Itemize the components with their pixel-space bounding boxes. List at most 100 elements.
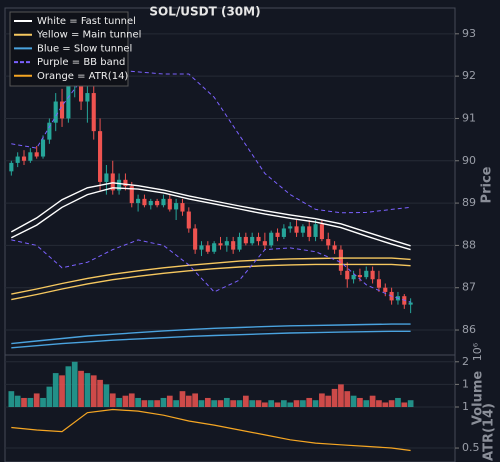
y-tick-label: 93: [462, 27, 476, 40]
volume-bar: [141, 400, 148, 407]
volume-bar: [21, 397, 27, 407]
volume-bar: [382, 402, 389, 407]
volume-bar: [109, 393, 116, 407]
volume-bar: [230, 400, 237, 407]
volume-offset-label: 10⁶: [471, 342, 484, 361]
candle-body: [288, 226, 293, 229]
chart-title: SOL/USDT (30M): [149, 5, 260, 19]
candle-body: [345, 270, 350, 280]
candle-body: [28, 152, 33, 161]
volume-bar: [363, 400, 370, 407]
overlay-line: [11, 239, 411, 303]
candle-body: [123, 179, 128, 187]
volume-bar: [160, 397, 167, 407]
volume-bar: [357, 397, 363, 407]
overlay-line: [11, 330, 411, 349]
candle-body: [15, 156, 20, 163]
volume-bar: [135, 397, 141, 407]
candle-body: [294, 226, 299, 233]
atr-line: [11, 408, 411, 452]
overlay-line: [10, 182, 411, 247]
volume-bar: [395, 397, 401, 407]
volume-bar: [236, 400, 243, 407]
candle-body: [110, 173, 115, 191]
candle-body: [199, 245, 204, 250]
volume-bar: [97, 379, 103, 407]
volume-bar: [249, 400, 256, 407]
volume-bar: [401, 402, 408, 407]
y-tick-label: 89: [462, 196, 476, 209]
candle-body: [117, 179, 122, 191]
candle-body: [332, 245, 337, 250]
volume-bar: [8, 391, 15, 407]
volume-bar: [223, 397, 230, 407]
legend-label: Purple = BB band: [37, 57, 125, 68]
candle-body: [193, 228, 198, 250]
legend-label: White = Fast tunnel: [37, 16, 136, 27]
y-tick-label: 87: [462, 281, 476, 294]
volume-bar: [52, 373, 59, 407]
atr-axis-label: ATR(14): [482, 403, 497, 461]
candle-body: [174, 203, 179, 210]
plot-layer: 86 87 88 89 90 91 92 93 1 2 0.5 1: [5, 27, 480, 454]
volume-bar: [122, 395, 129, 407]
candle-body: [351, 275, 356, 280]
legend-label: Orange = ATR(14): [37, 71, 128, 82]
volume-axis-label: Volume: [471, 371, 486, 426]
y-tick-label: 2: [462, 355, 469, 368]
y-axis-label: Price: [480, 166, 495, 203]
candle-body: [212, 243, 217, 252]
volume-bar: [78, 370, 84, 407]
legend-label: Yellow = Main tunnel: [36, 30, 141, 41]
candle-body: [237, 236, 242, 250]
y-tick-label: 1: [462, 400, 469, 413]
candle-body: [155, 200, 160, 206]
volume-bar: [59, 375, 65, 407]
candle-body: [148, 200, 153, 206]
candle-body: [243, 236, 248, 244]
candle-body: [91, 93, 96, 132]
y-tick-label: 86: [462, 323, 476, 336]
candle-body: [21, 156, 27, 161]
volume-bar: [192, 393, 198, 407]
volume-bar: [128, 393, 135, 407]
overlay-line: [11, 323, 411, 345]
volume-bar: [262, 402, 268, 407]
candle-body: [231, 241, 236, 250]
candle-body: [218, 243, 223, 246]
volume-bar: [274, 402, 281, 407]
candle-body: [98, 131, 103, 182]
candle-body: [104, 173, 109, 182]
overlay-line: [11, 263, 411, 301]
volume-bar: [268, 400, 275, 407]
candle-body: [53, 101, 58, 123]
candle-body: [326, 239, 331, 246]
volume-bar: [46, 386, 53, 407]
y-tick-label: 88: [462, 238, 476, 251]
candle-body: [167, 198, 172, 210]
y-tick-label: 91: [462, 111, 476, 124]
volume-bar: [312, 400, 319, 407]
candle-body: [250, 236, 255, 244]
volume-bar: [242, 395, 249, 407]
candle-body: [383, 287, 388, 292]
y-tick-label: 90: [462, 154, 476, 167]
y-tick-label: 1: [462, 377, 469, 390]
volume-bar: [40, 397, 46, 407]
candle-body: [307, 226, 312, 237]
volume-bar: [376, 400, 382, 407]
volume-bar: [331, 388, 338, 407]
candle-body: [40, 139, 46, 157]
volume-bar: [198, 400, 205, 407]
volume-bar: [71, 361, 78, 407]
volume-bar: [14, 395, 21, 407]
candle-body: [281, 228, 286, 237]
volume-bar: [255, 400, 262, 407]
candle-body: [66, 80, 71, 119]
volume-bar: [103, 384, 110, 407]
volume-bar: [217, 400, 224, 407]
volume-bar: [287, 402, 294, 407]
candle-body: [319, 224, 324, 240]
candle-body: [269, 232, 274, 246]
